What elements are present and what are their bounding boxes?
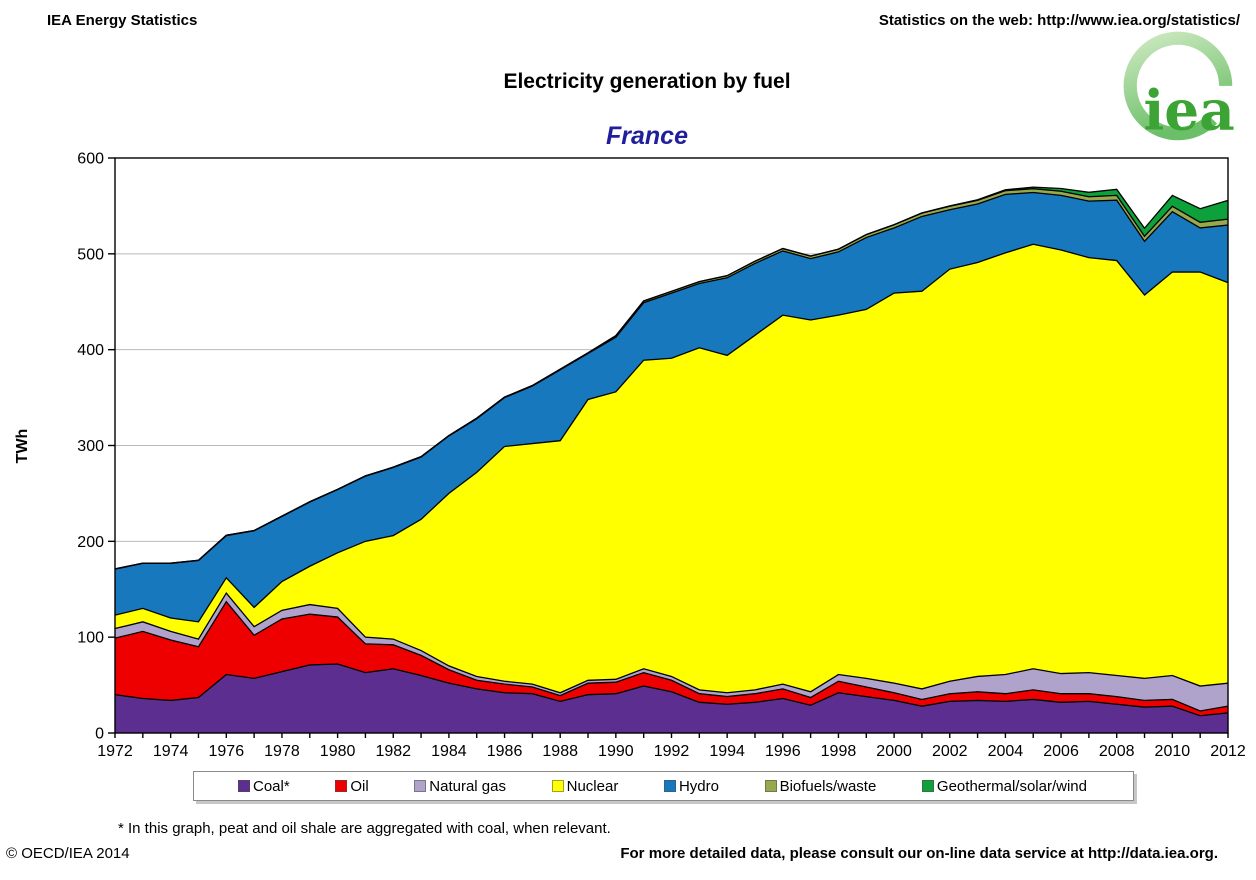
x-tick-label: 1984: [431, 743, 467, 760]
x-tick-label: 1998: [821, 743, 857, 760]
x-tick-label: 2006: [1043, 743, 1079, 760]
coal-footnote: * In this graph, peat and oil shale are …: [118, 820, 611, 837]
logo-ring: [1123, 31, 1233, 141]
band-outline: [114, 591, 1229, 694]
y-tick-label: 100: [77, 630, 104, 647]
x-tick-label: 1976: [209, 743, 245, 760]
coal-swatch-icon: [238, 780, 250, 792]
band-outline: [114, 600, 1229, 712]
x-tick-label: 1996: [765, 743, 801, 760]
legend-item-coal: Coal*: [238, 778, 290, 795]
x-tick-label: 1982: [375, 743, 411, 760]
x-tick-label: 1974: [153, 743, 189, 760]
oil-swatch-icon: [335, 780, 348, 792]
band-outline: [114, 186, 1229, 570]
legend-label: Coal*: [253, 777, 290, 795]
x-tick-label: 2004: [988, 743, 1024, 760]
x-tick-label: 2012: [1210, 743, 1246, 760]
statistics-web-note: Statistics on the web: http://www.iea.or…: [878, 12, 1240, 29]
legend-item-oil: Oil: [335, 777, 369, 795]
x-tick-label: 1978: [264, 743, 300, 760]
x-tick-label: 1990: [598, 743, 634, 760]
x-tick-label: 2002: [932, 743, 968, 760]
natural-gas-swatch-icon: [414, 780, 427, 792]
iea-logo: iea: [1123, 31, 1235, 143]
x-tick-label: 1986: [487, 743, 523, 760]
legend-label: Hydro: [678, 777, 719, 795]
y-tick-label: 200: [77, 534, 104, 551]
x-tick-label: 1994: [709, 743, 745, 760]
y-tick-label: 500: [77, 246, 104, 263]
band-outline: [114, 663, 1229, 717]
area-coal: [115, 664, 1228, 733]
y-tick-label: 400: [77, 342, 104, 359]
legend-item-hydro: Hydro: [663, 777, 719, 795]
legend-label: Oil: [350, 777, 369, 795]
area-nuclear: [115, 244, 1228, 693]
chart-legend: Coal* Oil Natural gas Nuclear Hydro Biof…: [193, 771, 1134, 801]
y-axis-title: TWh: [14, 429, 31, 464]
area-oil: [115, 601, 1228, 716]
x-tick-label: 1988: [542, 743, 578, 760]
logo-text: iea: [1143, 78, 1234, 143]
chart-title: Electricity generation by fuel: [503, 70, 791, 93]
y-tick-label: 300: [77, 438, 104, 455]
legend-label: Biofuels/waste: [779, 777, 877, 795]
hydro-swatch-icon: [663, 780, 676, 792]
geothermal-solar-wind-swatch-icon: [921, 780, 934, 792]
y-tick-label: 0: [95, 726, 104, 743]
band-outline: [114, 243, 1229, 623]
data-service-note: For more detailed data, please consult o…: [620, 845, 1218, 862]
legend-label: Nuclear: [566, 777, 619, 795]
x-tick-label: 1972: [97, 743, 133, 760]
x-tick-label: 1980: [320, 743, 356, 760]
nuclear-swatch-icon: [551, 780, 564, 792]
country-subtitle: France: [606, 122, 688, 150]
legend-item-nuclear: Nuclear: [551, 777, 619, 795]
report-title: IEA Energy Statistics: [47, 12, 198, 29]
legend-label: Natural gas: [429, 777, 506, 795]
biofuels-swatch-icon: [764, 780, 777, 792]
x-tick-label: 2010: [1155, 743, 1191, 760]
x-tick-label: 2000: [876, 743, 912, 760]
x-tick-label: 2008: [1099, 743, 1135, 760]
legend-item-natural-gas: Natural gas: [414, 778, 506, 795]
x-tick-label: 1992: [654, 743, 690, 760]
copyright: © OECD/IEA 2014: [6, 845, 130, 862]
legend-item-geothermal-solar-wind: Geothermal/solar/wind: [921, 777, 1087, 795]
y-tick-label: 600: [77, 151, 104, 168]
legend-item-biofuels: Biofuels/waste: [764, 777, 877, 795]
area-hydro: [115, 192, 1228, 622]
legend-label: Geothermal/solar/wind: [936, 777, 1087, 795]
